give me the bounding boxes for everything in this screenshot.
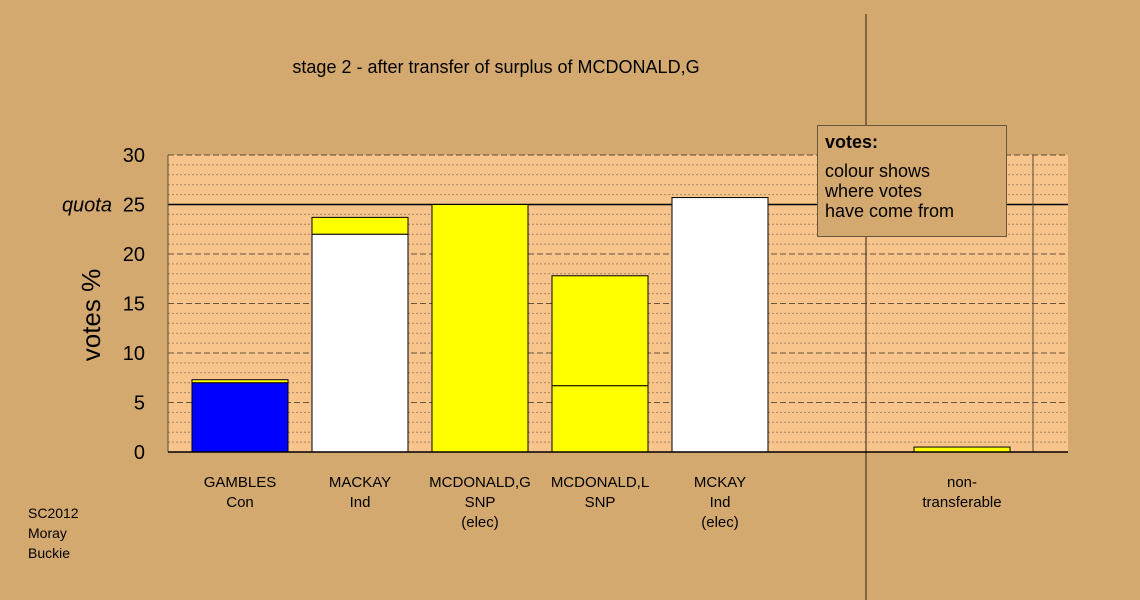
legend-line: colour shows	[825, 161, 931, 181]
quota-label: quota	[62, 195, 112, 217]
x-category-label: MACKAY	[329, 474, 391, 491]
bar-segment	[671, 197, 769, 453]
footer-line: Moray	[28, 525, 67, 541]
x-category-labels: GAMBLES Con MACKAY Ind MCDONALD,G SNP (elec) MC…	[204, 474, 1002, 531]
bar-segment	[431, 204, 529, 453]
legend-title: votes:	[825, 132, 879, 152]
footer-line: SC2012	[28, 505, 79, 521]
x-category-label: transferable	[922, 494, 1001, 511]
legend-line: have come from	[825, 201, 955, 221]
footer-line: Buckie	[28, 545, 71, 561]
y-tick-label: 25	[123, 195, 145, 217]
bar-segment	[311, 216, 409, 235]
y-tick-labels: 0 5 10 15 20 25 30	[123, 145, 145, 464]
y-tick-label: 10	[123, 343, 145, 365]
y-tick-label: 0	[134, 442, 145, 464]
y-tick-label: 15	[123, 294, 145, 316]
y-tick-label: 5	[134, 393, 145, 415]
bar-segment	[191, 379, 289, 384]
chart-title: stage 2 - after transfer of surplus of M…	[292, 57, 699, 77]
bar-segment	[191, 382, 289, 453]
y-tick-label: 30	[123, 145, 145, 167]
x-category-label: GAMBLES	[204, 474, 277, 491]
y-axis-label: votes %	[76, 269, 106, 362]
bar-segment	[311, 233, 409, 453]
bar-segment	[551, 275, 649, 387]
x-category-label: Con	[226, 494, 254, 511]
legend-line: where votes	[825, 181, 923, 201]
x-category-label: Ind	[710, 494, 731, 511]
x-category-label: MCDONALD,L	[551, 474, 649, 491]
legend-box: votes: colour shows where votes have com…	[817, 125, 1007, 237]
x-category-label: Ind	[350, 494, 371, 511]
x-category-label: SNP	[465, 494, 496, 511]
y-tick-label: 20	[123, 244, 145, 266]
bars	[191, 197, 1011, 453]
x-category-label: MCDONALD,G	[429, 474, 531, 491]
x-category-label: non-	[947, 474, 977, 491]
x-category-label: MCKAY	[694, 474, 746, 491]
nontransferable-bar	[913, 446, 1011, 453]
x-category-label: (elec)	[461, 514, 499, 531]
bar-segment	[551, 385, 649, 453]
footer-note: SC2012 Moray Buckie	[28, 503, 79, 563]
x-category-label: SNP	[585, 494, 616, 511]
x-category-label: (elec)	[701, 514, 739, 531]
